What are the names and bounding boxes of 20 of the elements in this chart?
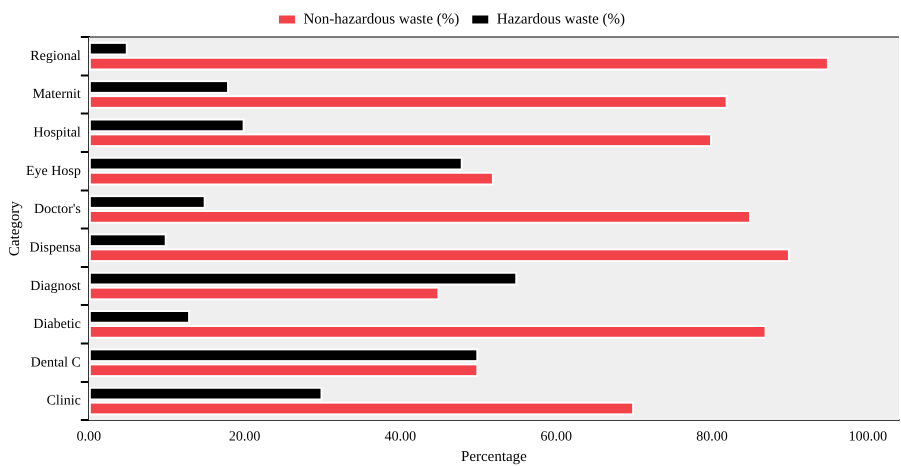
y-axis-title: Category <box>6 200 23 256</box>
y-tick-label: Clinic <box>46 394 81 409</box>
legend-label: Non-hazardous waste (%) <box>303 11 460 28</box>
y-tick-label: Diagnost <box>30 278 81 294</box>
x-tick-label: 80.00 <box>696 429 728 444</box>
y-tick-label: Maternit <box>32 87 81 102</box>
legend-label: Hazardous waste (%) <box>496 11 626 28</box>
x-tick-label: 0.00 <box>76 429 102 444</box>
x-tick-label: 40.00 <box>384 429 416 444</box>
x-tick-label: 100.00 <box>848 429 888 444</box>
y-tick-label: Doctor's <box>34 202 81 218</box>
y-tick-label: Regional <box>30 48 81 64</box>
y-tick-label: Hospital <box>33 125 81 140</box>
y-tick-label: Dental C <box>30 355 81 370</box>
x-tick-label: 20.00 <box>228 429 260 444</box>
x-axis-title: Percentage <box>461 448 528 465</box>
x-tick-label: 60.00 <box>540 429 572 444</box>
y-tick-label: Diabetic <box>33 317 81 332</box>
y-tick-label: Eye Hosp <box>26 164 81 179</box>
y-tick-label: Dispensa <box>29 240 82 256</box>
